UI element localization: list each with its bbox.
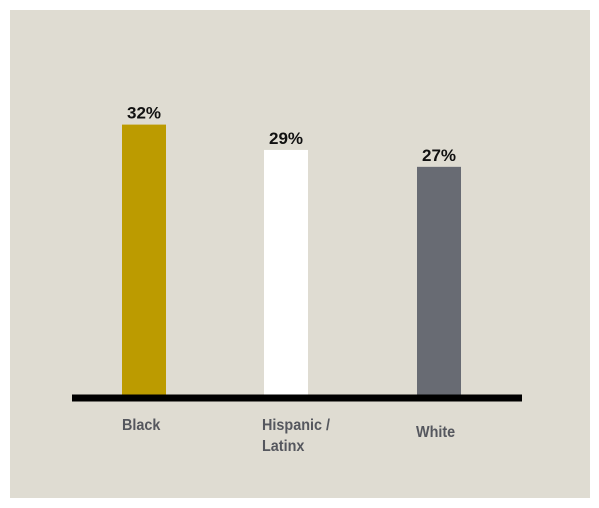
value-labels-group: 32% 29% 27% [127,104,456,165]
value-label: 27% [422,146,456,165]
category-label-line: Black [122,417,161,434]
value-label: 32% [127,104,161,123]
bar-hispanic-latinx [264,149,308,395]
category-label-line: Latinx [262,438,305,455]
category-label: Hispanic / Latinx [262,415,330,457]
bar-black [122,124,166,395]
category-label: Black [122,415,160,436]
bars-group [122,124,461,395]
category-label-line: White [416,424,456,441]
bar-white [417,166,461,395]
bar-chart: 32% 29% 27% [72,104,522,402]
category-label-line: Hispanic / [262,417,331,434]
chart-card: 32% 29% 27% Black Hispanic / Latinx White [10,10,590,498]
category-label: White [416,422,455,443]
value-label: 29% [269,129,303,148]
